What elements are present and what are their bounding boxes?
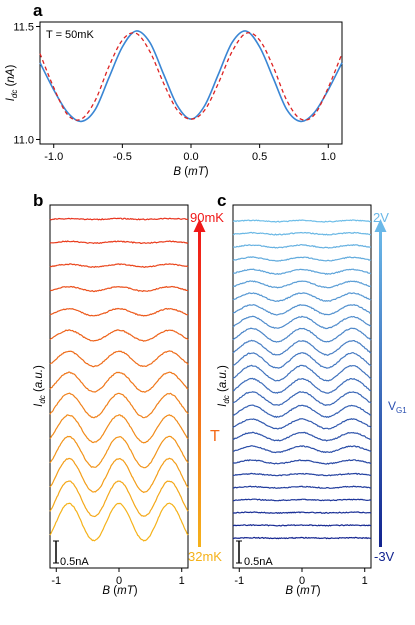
panel-c-trace xyxy=(232,459,372,465)
panel-c-xtick-label: 0 xyxy=(299,575,305,587)
panel-c-trace xyxy=(232,511,372,515)
panel-c-scale-label: 0.5nA xyxy=(244,556,273,568)
panel-c-trace xyxy=(232,472,372,477)
panel-b-ticks: -1 0 1 xyxy=(51,568,185,587)
panel-a-ytick-label: 11.0 xyxy=(13,134,34,146)
panel-a-curves xyxy=(39,30,343,123)
panel-b-ylabel: Idc (a.u.) xyxy=(33,365,47,407)
panel-a: a T = 50mK -1.0 -0.5 0.0 0.5 1.0 11.5 11.0 B (… xyxy=(5,1,343,178)
panel-a-xtick-label: 0.5 xyxy=(252,151,267,163)
panel-b-xtick-label: -1 xyxy=(51,575,61,587)
panel-c-xtick-label: -1 xyxy=(234,575,244,587)
panel-b-trace xyxy=(49,457,189,494)
panel-b-trace xyxy=(49,307,189,317)
panel-c-trace xyxy=(232,377,372,394)
panel-b-trace xyxy=(49,414,189,444)
panel-b-trace xyxy=(49,285,189,293)
panel-c-ticks: -1 0 1 xyxy=(234,568,368,587)
panel-c-xlabel: B (mT) xyxy=(285,585,320,597)
panel-b-trace xyxy=(49,435,189,469)
panel-c-xtick-label: 1 xyxy=(362,575,368,587)
panel-c-curves xyxy=(232,219,372,540)
panel-c-trace xyxy=(233,536,372,540)
panel-b-xlabel: B (mT) xyxy=(102,585,137,597)
panel-c-trace xyxy=(232,268,372,276)
panel-c-trace xyxy=(232,339,372,356)
panel-b-xtick-label: 0 xyxy=(116,575,122,587)
panel-a-annotation: T = 50mK xyxy=(46,29,94,41)
panel-c-trace xyxy=(232,256,372,262)
panel-c-trace xyxy=(232,280,372,289)
panel-c-frame xyxy=(232,204,372,569)
panel-b-trace xyxy=(49,350,189,368)
panel-b-arrow-label: T xyxy=(210,428,220,445)
panel-c-trace xyxy=(232,404,372,419)
panel-b-trace xyxy=(49,263,189,269)
panel-c-trace xyxy=(232,523,372,527)
panel-b-arrow-head xyxy=(193,219,206,232)
panel-c-trace xyxy=(232,219,372,223)
panel-c-trace xyxy=(232,431,372,442)
panel-c-trace xyxy=(232,315,372,330)
panel-c-trace xyxy=(232,352,372,369)
panel-b-bottom-label: 32mK xyxy=(188,549,222,564)
panel-c-label: c xyxy=(217,191,226,210)
panel-a-xtick-label: -0.5 xyxy=(113,151,132,163)
panel-b-trace xyxy=(49,392,189,419)
panel-a-series-1 xyxy=(39,32,343,121)
panel-a-ylabel: Idc (nA) xyxy=(5,65,19,102)
panel-b-curves xyxy=(49,217,189,542)
panel-c-trace xyxy=(232,327,372,343)
panel-b-arrow-shaft xyxy=(198,230,201,547)
panel-a-ytick-label: 11.5 xyxy=(13,22,34,34)
panel-c-trace xyxy=(232,303,372,316)
panel-b-scale-label: 0.5nA xyxy=(60,556,89,568)
panel-b: b -1 0 1 0.5nA B (mT) Idc (a.u.) 90mK T 32… xyxy=(33,191,224,597)
panel-c-trace xyxy=(232,364,372,382)
panel-c-trace xyxy=(233,243,371,249)
panel-b-xtick-label: 1 xyxy=(179,575,185,587)
panel-b-trace xyxy=(49,329,189,342)
panel-a-series-0 xyxy=(39,30,343,123)
panel-b-trace xyxy=(49,240,189,245)
panel-c-trace xyxy=(233,445,372,454)
panel-c-trace xyxy=(232,485,372,489)
panel-b-trace xyxy=(49,502,189,542)
panel-c-bottom-label: -3V xyxy=(374,549,395,564)
panel-a-xlabel: B (mT) xyxy=(173,166,208,178)
panel-c-top-label: 2V xyxy=(373,210,389,225)
panel-b-trace xyxy=(49,480,189,518)
panel-b-frame xyxy=(49,204,189,569)
panel-a-xtick-label: 0.0 xyxy=(183,151,198,163)
panel-b-trace xyxy=(49,217,189,221)
panel-c-arrow-head xyxy=(374,219,387,232)
panel-b-label: b xyxy=(33,191,43,210)
panel-c: c -1 0 1 0.5nA B (mT) Idc (a.u.) 2V VG1 -3… xyxy=(217,191,407,597)
panel-c-arrow-label: VG1 xyxy=(388,399,407,415)
panel-c-trace xyxy=(232,391,372,406)
panel-c-trace xyxy=(232,417,372,430)
panel-a-ticks: -1.0 -0.5 0.0 0.5 1.0 11.5 11.0 xyxy=(13,22,336,163)
panel-c-trace xyxy=(232,231,371,236)
panel-c-trace xyxy=(232,498,372,502)
panel-a-xtick-label: 1.0 xyxy=(321,151,336,163)
panel-c-arrow-shaft xyxy=(379,230,382,547)
panel-a-label: a xyxy=(33,1,43,20)
panel-c-trace xyxy=(232,292,372,303)
panel-c-ylabel: Idc (a.u.) xyxy=(217,365,231,407)
panel-b-trace xyxy=(49,371,189,393)
panel-a-xtick-label: -1.0 xyxy=(44,151,63,163)
panel-b-top-label: 90mK xyxy=(190,210,224,225)
